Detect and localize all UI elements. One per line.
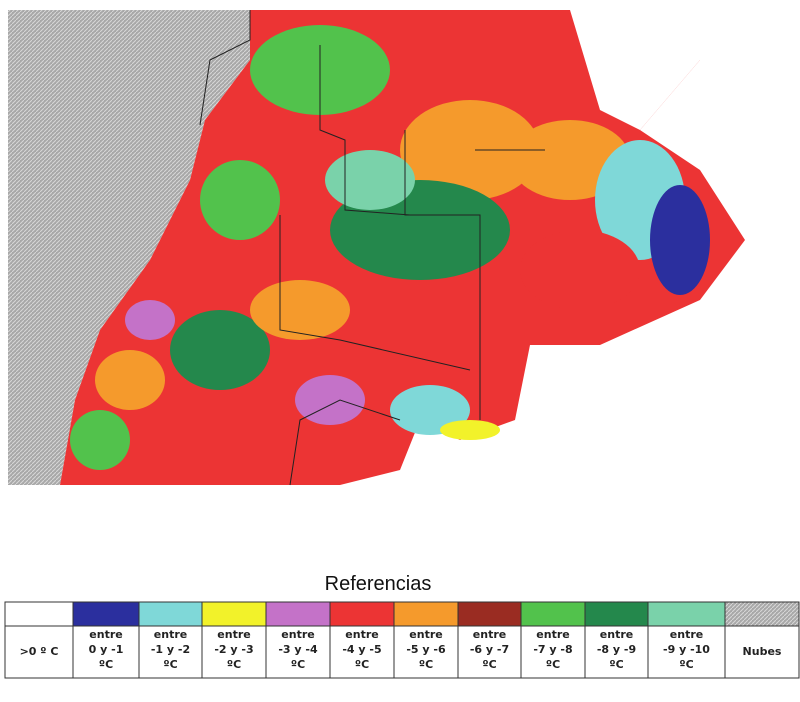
legend-cell — [201, 625, 267, 679]
legend-swatch — [72, 601, 140, 627]
legend-label: entre — [670, 628, 703, 641]
legend-swatch — [329, 601, 395, 627]
legend-cell — [724, 625, 800, 679]
legend-cell — [457, 625, 522, 679]
legend-label: Nubes — [743, 645, 782, 658]
legend-cell — [72, 625, 140, 679]
legend-cell — [265, 625, 331, 679]
legend-swatch — [724, 601, 800, 627]
legend-label: ºC — [99, 658, 113, 671]
legend-label: ºC — [482, 658, 496, 671]
legend-label: -7 y -8 — [533, 643, 572, 656]
legend-label: ºC — [355, 658, 369, 671]
legend-label: ºC — [546, 658, 560, 671]
legend-swatch — [457, 601, 522, 627]
legend-label: -3 y -4 — [278, 643, 318, 656]
legend-label: -5 y -6 — [406, 643, 446, 656]
legend-label: -6 y -7 — [470, 643, 509, 656]
legend-label: entre — [217, 628, 250, 641]
legend-label: ºC — [163, 658, 177, 671]
legend-label: entre — [345, 628, 378, 641]
legend-label: >0 º C — [20, 645, 59, 658]
legend-title: Referencias — [325, 573, 432, 595]
map — [8, 10, 745, 486]
legend-swatch — [584, 601, 649, 627]
legend-swatch — [265, 601, 331, 627]
legend-swatch — [138, 601, 203, 627]
legend-cell — [329, 625, 395, 679]
legend-label: entre — [473, 628, 506, 641]
legend-swatch — [520, 601, 586, 627]
legend-label: -9 y -10 — [663, 643, 710, 656]
legend-swatch — [647, 601, 726, 627]
legend-label: entre — [154, 628, 187, 641]
legend-cell — [584, 625, 649, 679]
legend-label: ºC — [609, 658, 623, 671]
legend-label: 0 y -1 — [89, 643, 124, 656]
legend-swatch — [393, 601, 459, 627]
legend-label: entre — [600, 628, 633, 641]
legend-swatch — [201, 601, 267, 627]
legend-label: entre — [536, 628, 569, 641]
legend-label: -2 y -3 — [214, 643, 253, 656]
legend-label: entre — [409, 628, 442, 641]
legend-label: ºC — [291, 658, 305, 671]
legend-label: ºC — [679, 658, 693, 671]
legend-label: entre — [281, 628, 314, 641]
legend-label: -1 y -2 — [151, 643, 190, 656]
legend-cell — [138, 625, 203, 679]
legend-swatch — [4, 601, 74, 627]
legend-label: ºC — [419, 658, 433, 671]
legend-cell — [520, 625, 586, 679]
legend-cell — [4, 625, 74, 679]
legend-label: ºC — [227, 658, 241, 671]
legend-label: entre — [89, 628, 122, 641]
legend-label: -4 y -5 — [342, 643, 381, 656]
legend-label: -8 y -9 — [597, 643, 636, 656]
